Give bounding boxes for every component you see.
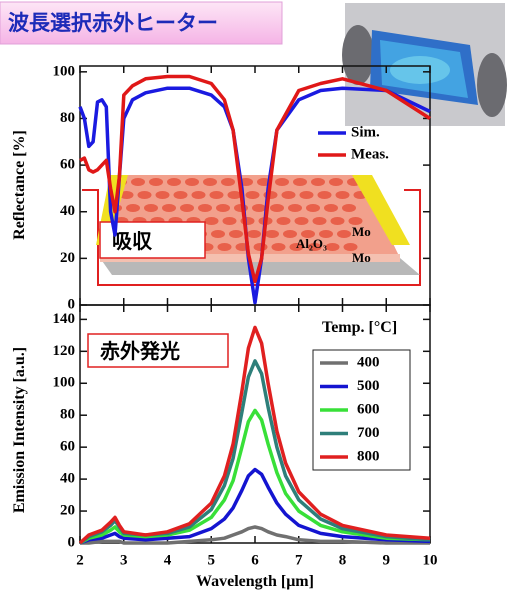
legend-label: 800 <box>357 448 380 464</box>
annotation: 吸収 <box>112 229 153 253</box>
y-axis-label: Reflectance [%] <box>11 130 28 240</box>
disk <box>192 191 206 199</box>
legend-label: Sim. <box>351 124 380 140</box>
disk <box>138 191 152 199</box>
y-tick-label: 80 <box>60 110 75 126</box>
disk <box>272 243 286 251</box>
disk <box>313 217 327 225</box>
disk <box>149 178 163 186</box>
annotation: 赤外発光 <box>100 339 180 363</box>
y-tick-label: 100 <box>53 375 76 391</box>
disk <box>229 230 243 238</box>
legend-label: 700 <box>357 425 380 441</box>
disk <box>283 230 297 238</box>
x-tick-label: 4 <box>164 552 172 568</box>
y-tick-label: 40 <box>60 203 75 219</box>
x-axis-label: Wavelength [μm] <box>196 573 314 590</box>
legend-label: 500 <box>357 378 380 394</box>
disk <box>324 204 338 212</box>
disk <box>218 243 232 251</box>
y-tick-label: 20 <box>60 250 75 266</box>
annotation: Mo <box>352 224 371 239</box>
disk <box>326 243 340 251</box>
disk <box>126 204 140 212</box>
disk <box>180 204 194 212</box>
disk <box>295 217 309 225</box>
disk <box>318 191 332 199</box>
y-tick-label: 0 <box>68 534 76 550</box>
x-tick-label: 9 <box>383 552 391 568</box>
disk <box>203 178 217 186</box>
y-tick-label: 40 <box>60 471 75 487</box>
disk <box>247 230 261 238</box>
disk <box>221 178 235 186</box>
annotation: Mo <box>352 250 371 265</box>
disk <box>131 178 145 186</box>
annotation: Al₂O₃ <box>296 236 327 251</box>
y-tick-label: 140 <box>53 311 76 327</box>
disk <box>144 204 158 212</box>
x-tick-label: 6 <box>251 552 259 568</box>
disk <box>265 230 279 238</box>
disk <box>211 230 225 238</box>
disk <box>223 217 237 225</box>
disk <box>210 191 224 199</box>
disk <box>329 178 343 186</box>
disk <box>311 178 325 186</box>
legend-label: Meas. <box>351 146 389 162</box>
disk <box>185 178 199 186</box>
y-tick-label: 120 <box>53 343 76 359</box>
legend-title: Temp. [°C] <box>322 319 397 336</box>
disk <box>331 217 345 225</box>
disk <box>205 217 219 225</box>
disk <box>275 178 289 186</box>
page-title: 波長選択赤外ヒーター <box>8 11 218 35</box>
disk <box>254 243 268 251</box>
disk <box>293 178 307 186</box>
disk <box>174 191 188 199</box>
chart: 波長選択赤外ヒーター 吸収 Al₂O₃ Mo Mo 赤外発光 Temp. [°C… <box>0 0 509 596</box>
y-tick-label: 60 <box>60 439 75 455</box>
y-axis-label: Emission Intensity [a.u.] <box>11 347 28 513</box>
legend-label: 400 <box>357 354 380 370</box>
disk <box>282 191 296 199</box>
disk <box>337 230 351 238</box>
y-tick-label: 60 <box>60 157 75 173</box>
x-tick-label: 7 <box>295 552 303 568</box>
x-tick-label: 10 <box>423 552 438 568</box>
disk <box>270 204 284 212</box>
disk <box>342 204 356 212</box>
disk <box>288 204 302 212</box>
x-tick-label: 8 <box>339 552 347 568</box>
disk <box>198 204 212 212</box>
y-tick-label: 80 <box>60 407 75 423</box>
legend-label: 600 <box>357 401 380 417</box>
disk <box>246 191 260 199</box>
disk <box>300 191 314 199</box>
disk <box>156 191 170 199</box>
disk <box>306 204 320 212</box>
y-tick-label: 100 <box>53 63 76 79</box>
x-tick-label: 5 <box>208 552 216 568</box>
disk <box>252 204 266 212</box>
y-tick-label: 20 <box>60 502 75 518</box>
disk <box>336 191 350 199</box>
x-tick-label: 3 <box>120 552 128 568</box>
disk <box>277 217 291 225</box>
disk <box>167 178 181 186</box>
x-tick-label: 2 <box>76 552 84 568</box>
disk <box>216 204 230 212</box>
disk <box>162 204 176 212</box>
